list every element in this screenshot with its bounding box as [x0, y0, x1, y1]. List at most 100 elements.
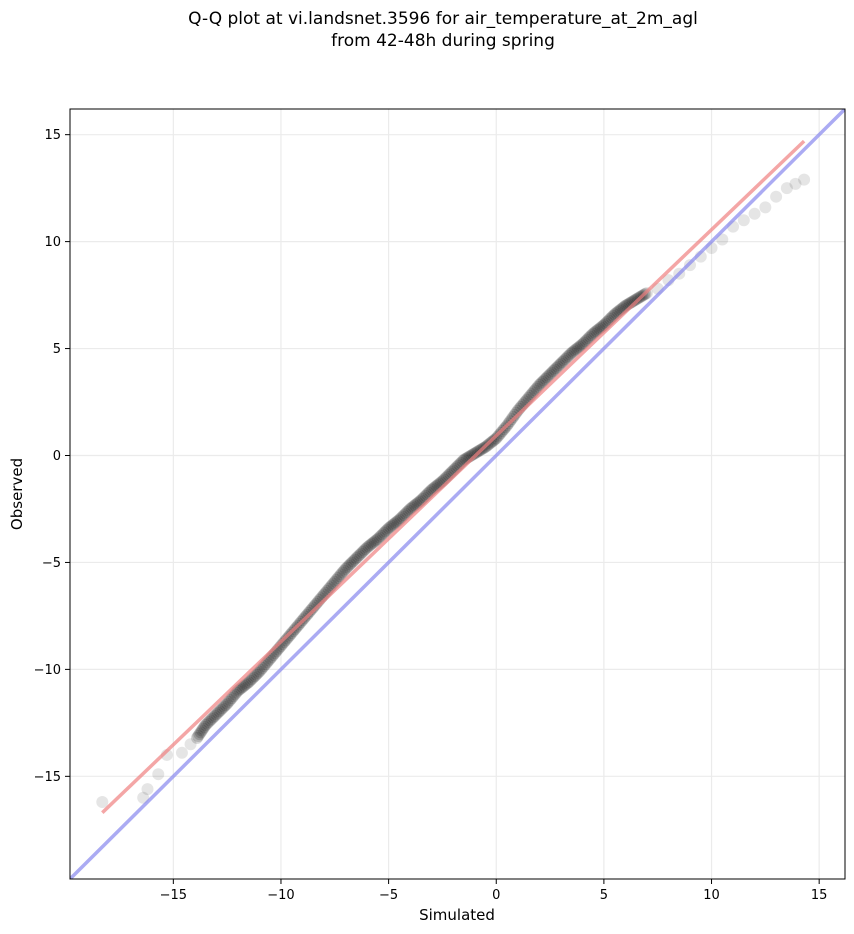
quantile-point [585, 329, 598, 342]
quantile-point [508, 408, 521, 421]
quantile-point [396, 510, 409, 523]
y-axis-label: Observed [8, 458, 26, 530]
quantile-point [405, 501, 418, 514]
quantile-point [254, 663, 267, 676]
quantile-point [468, 447, 481, 460]
quantile-point [574, 339, 587, 352]
quantile-point [333, 570, 346, 583]
quantile-point [278, 636, 291, 649]
quantile-point [194, 726, 207, 739]
y-tick-label: −15 [34, 770, 61, 785]
quantile-point [373, 531, 386, 544]
quantile-point [368, 535, 381, 548]
quantile-point [748, 207, 761, 220]
quantile-point [242, 676, 255, 689]
quantile-point [192, 730, 205, 742]
quantile-point [798, 173, 811, 186]
quantile-point [307, 601, 320, 614]
quantile-point [202, 715, 215, 728]
quantile-point [141, 783, 154, 796]
reference-lines [70, 109, 845, 879]
quantile-point [199, 719, 212, 731]
quantile-point [716, 233, 729, 246]
quantile-point [567, 345, 580, 358]
quantile-point [399, 507, 412, 520]
quantile-point [588, 326, 601, 339]
quantile-point [628, 294, 641, 307]
quantile-point [224, 693, 237, 706]
quantile-point [334, 568, 347, 581]
quantile-point [341, 561, 354, 574]
quantile-point [353, 549, 366, 562]
quantile-point [245, 673, 258, 686]
quantile-point [197, 722, 210, 735]
quantile-point [377, 526, 390, 539]
quantile-point [251, 667, 264, 680]
quantile-point [553, 359, 566, 372]
quantile-point [381, 523, 394, 536]
quantile-point [345, 556, 358, 569]
quantile-point [534, 377, 547, 390]
chart-title-line-2: from 42-48h during spring [331, 31, 555, 51]
quantile-point [579, 335, 592, 348]
quantile-point [376, 528, 389, 541]
quantile-point [556, 356, 569, 368]
quantile-point [387, 518, 400, 531]
quantile-point [361, 541, 374, 554]
quantile-point [533, 378, 546, 391]
chart-title: Q-Q plot at vi.landsnet.3596 for air_tem… [0, 8, 854, 52]
x-tick-label: 10 [703, 888, 720, 903]
quantile-point [208, 709, 221, 722]
x-tick-label: −10 [267, 888, 294, 903]
quantile-point [204, 714, 217, 727]
quantile-point [244, 674, 257, 687]
y-tick-label: 0 [53, 449, 61, 464]
quantile-point [365, 537, 378, 550]
quantile-points [96, 173, 811, 808]
quantile-point [551, 360, 564, 373]
quantile-point [382, 522, 395, 535]
quantile-point [305, 603, 318, 616]
y-tick-label: 10 [44, 235, 61, 250]
quantile-point [388, 517, 401, 530]
quantile-point [371, 532, 384, 545]
quantile-point [201, 717, 214, 730]
quantile-point [379, 525, 392, 538]
quantile-point [559, 352, 572, 365]
quantile-point [330, 573, 343, 586]
quantile-point [137, 791, 150, 804]
quantile-point [394, 512, 407, 525]
quantile-point [175, 746, 188, 759]
quantile-point [539, 372, 552, 385]
quantile-point [565, 346, 578, 359]
y-axis-ticks: −15 −10 −5 0 5 10 15 [34, 128, 70, 785]
quantile-point [408, 499, 421, 512]
quantile-point [342, 559, 355, 572]
quantile-point [247, 671, 260, 684]
quantile-point [536, 375, 549, 388]
quantile-point [227, 690, 240, 703]
quantile-point [248, 670, 261, 683]
quantile-point [205, 712, 218, 725]
quantile-point [207, 711, 220, 724]
quantile-point [737, 214, 750, 227]
quantile-point [562, 349, 575, 362]
quantile-point [390, 516, 403, 529]
chart-title-line-1: Q-Q plot at vi.landsnet.3596 for air_tem… [188, 9, 698, 29]
quantile-point [344, 558, 357, 571]
quantile-point [590, 325, 603, 338]
x-axis-ticks: −15 −10 −5 0 5 10 15 [160, 879, 827, 903]
quantile-point [228, 688, 241, 701]
quantile-point [210, 708, 223, 721]
quantile-point [540, 371, 553, 384]
x-tick-label: 0 [492, 888, 500, 903]
quantile-point [359, 543, 372, 555]
quantile-point [339, 562, 352, 575]
quantile-point [191, 731, 204, 744]
quantile-point [550, 362, 563, 375]
quantile-point [351, 550, 364, 563]
quantile-point [570, 343, 583, 356]
quantile-point [391, 514, 404, 527]
quantile-point [219, 699, 232, 712]
quantile-point [557, 354, 570, 367]
